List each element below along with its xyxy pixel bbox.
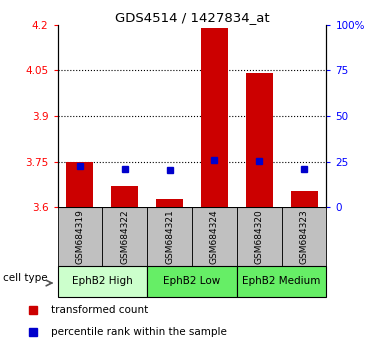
- Text: GSM684323: GSM684323: [299, 209, 309, 264]
- Bar: [147, 207, 192, 266]
- Bar: [58, 207, 102, 266]
- Text: EphB2 High: EphB2 High: [72, 276, 133, 286]
- Bar: [246, 73, 273, 207]
- Bar: [237, 207, 282, 266]
- Text: EphB2 Low: EphB2 Low: [163, 276, 221, 286]
- Text: cell type: cell type: [3, 273, 47, 283]
- Bar: [102, 207, 147, 266]
- Bar: [111, 187, 138, 207]
- Text: percentile rank within the sample: percentile rank within the sample: [51, 327, 227, 337]
- Bar: [58, 266, 147, 297]
- Text: EphB2 Medium: EphB2 Medium: [243, 276, 321, 286]
- Bar: [156, 199, 183, 207]
- Bar: [201, 28, 228, 207]
- Text: GSM684324: GSM684324: [210, 209, 219, 264]
- Bar: [66, 162, 93, 207]
- Text: GSM684322: GSM684322: [120, 209, 129, 264]
- Text: GSM684320: GSM684320: [255, 209, 264, 264]
- Bar: [282, 207, 326, 266]
- Bar: [290, 191, 318, 207]
- Bar: [192, 207, 237, 266]
- Text: GSM684319: GSM684319: [75, 209, 85, 264]
- Bar: [147, 266, 237, 297]
- Bar: [237, 266, 326, 297]
- Title: GDS4514 / 1427834_at: GDS4514 / 1427834_at: [115, 11, 269, 24]
- Text: GSM684321: GSM684321: [165, 209, 174, 264]
- Text: transformed count: transformed count: [51, 305, 148, 315]
